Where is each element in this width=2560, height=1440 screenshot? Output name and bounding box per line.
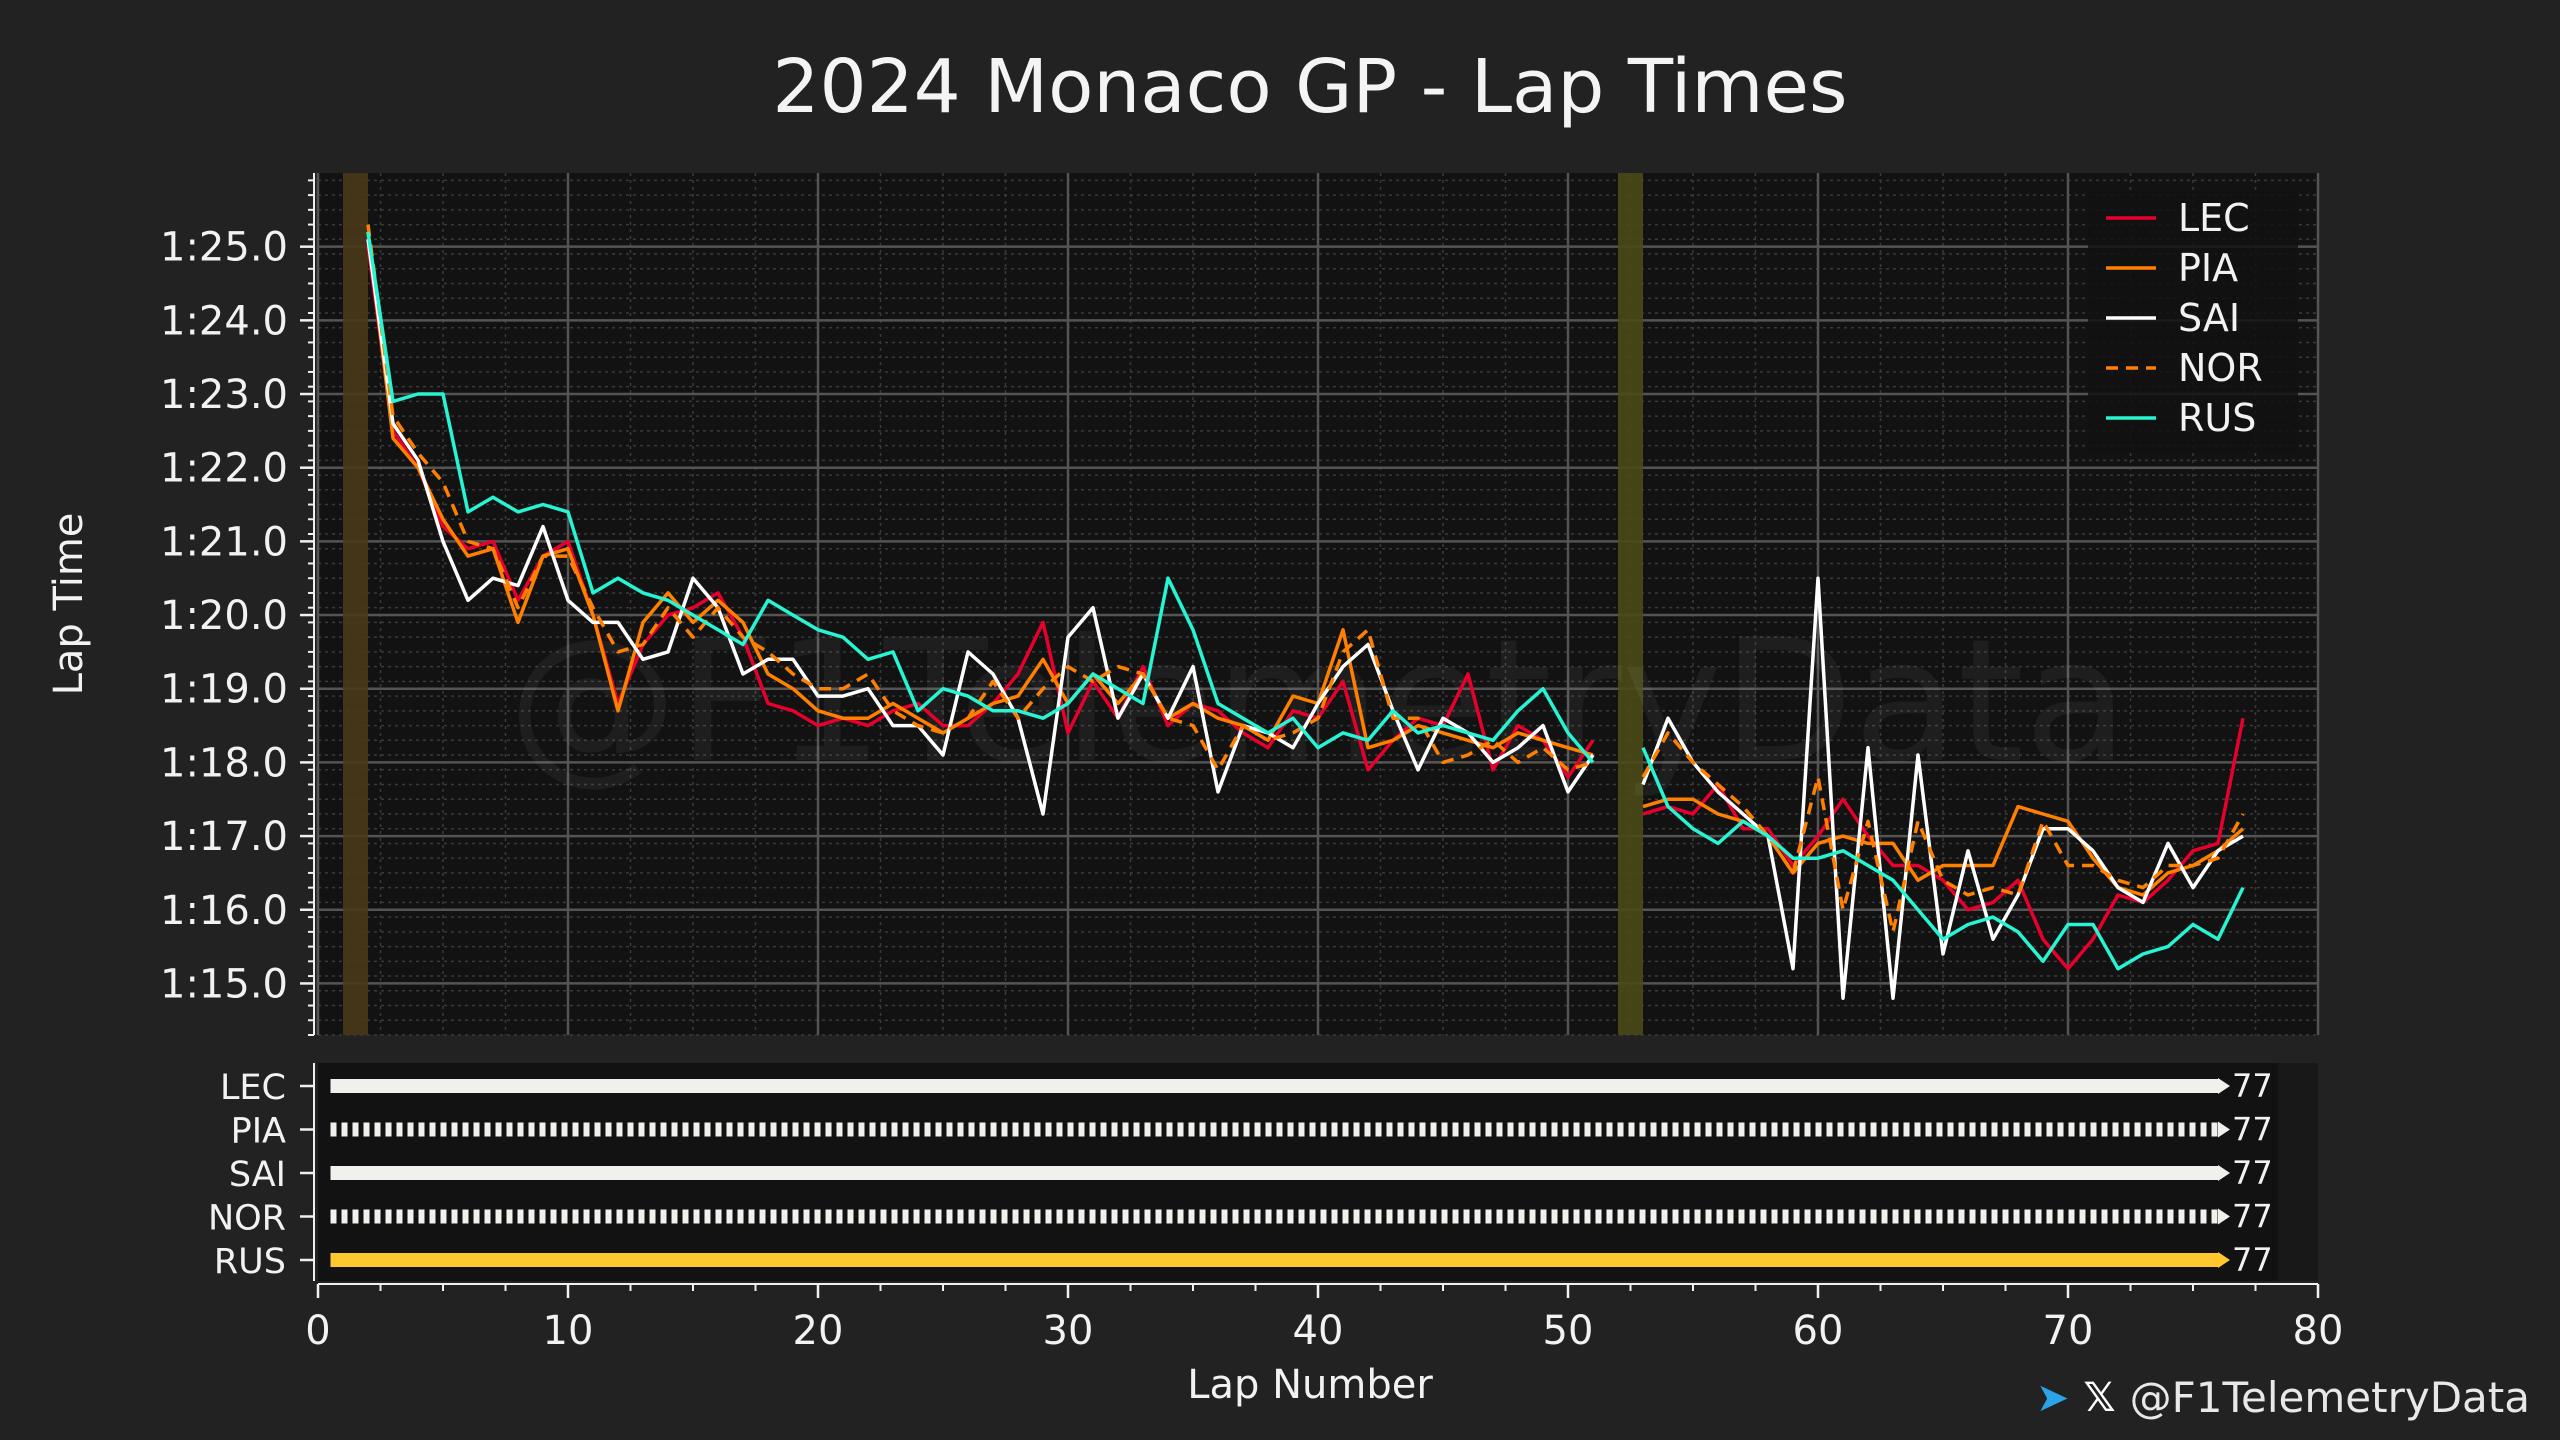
x-tick-label: 30 — [1043, 1308, 1094, 1354]
y-tick-label: 1:19.0 — [160, 667, 288, 713]
shaded-laps — [343, 173, 1643, 1035]
legend-label-rus: RUS — [2178, 396, 2256, 440]
series-line-rus — [366, 231, 2245, 971]
y-tick-label: 1:25.0 — [160, 225, 288, 271]
tyre-strip-edge — [2278, 1063, 2318, 1281]
y-axis-title: Lap Time — [46, 513, 92, 696]
shaded-lap-band — [1618, 173, 1643, 1035]
y-axis: 1:15.0 1:16.0 1:17.0 1:18.0 1:19.0 1:20.0 1:21… — [160, 173, 315, 1036]
series-lines — [366, 224, 2245, 1000]
minor-grid — [317, 173, 2319, 1036]
y-tick-label: 1:20.0 — [160, 593, 288, 639]
tyre-stint-end — [2218, 1165, 2230, 1181]
tyre-driver-label: LEC — [220, 1068, 286, 1108]
y-tick-label: 1:21.0 — [160, 519, 288, 565]
legend-label-nor: NOR — [2178, 346, 2263, 390]
tyre-lap-count: 77 — [2232, 1198, 2273, 1236]
x-axis-title: Lap Number — [1187, 1362, 1433, 1408]
x-tick-label: 80 — [2293, 1308, 2344, 1354]
tyre-driver-label: RUS — [214, 1242, 286, 1282]
telegram-icon[interactable]: ➤ — [2035, 1374, 2070, 1421]
credit-handle: @F1TelemetryData — [2129, 1373, 2530, 1422]
x-tick-label: 60 — [1793, 1308, 1844, 1354]
x-axis: 0 10 20 30 40 50 60 70 80 — [305, 1283, 2344, 1354]
x-tick-label: 0 — [305, 1308, 330, 1354]
y-tick-label: 1:23.0 — [160, 372, 288, 418]
x-tick-label: 40 — [1293, 1308, 1344, 1354]
legend: LEC PIA SAI NOR RUS — [2088, 190, 2298, 452]
tyre-strip: LEC 77 PIA 77 SAI 77 NOR 77 RUS 77 — [208, 1063, 2318, 1282]
tyre-driver-label: SAI — [229, 1155, 286, 1195]
y-tick-label: 1:16.0 — [160, 888, 288, 934]
tyre-lap-count: 77 — [2232, 1241, 2273, 1279]
x-tick-label: 70 — [2043, 1308, 2094, 1354]
legend-label-pia: PIA — [2178, 246, 2238, 290]
y-tick-label: 1:15.0 — [160, 961, 288, 1007]
tyre-stint-end — [2218, 1121, 2230, 1138]
y-tick-label: 1:18.0 — [160, 740, 288, 786]
credit: ➤ 𝕏 @F1TelemetryData — [2036, 1373, 2530, 1422]
tyre-stint-end — [2218, 1078, 2230, 1094]
legend-box — [2088, 190, 2298, 452]
tyre-driver-label: PIA — [231, 1112, 286, 1152]
tyre-lap-count: 77 — [2232, 1154, 2273, 1192]
series-line-nor — [366, 224, 2245, 934]
x-tick-label: 20 — [793, 1308, 844, 1354]
y-tick-label: 1:24.0 — [160, 298, 288, 344]
x-logo-icon[interactable]: 𝕏 — [2083, 1374, 2116, 1421]
x-tick-label: 50 — [1543, 1308, 1594, 1354]
tyre-stint-end — [2218, 1208, 2230, 1225]
tyre-lap-count: 77 — [2232, 1111, 2273, 1149]
chart-title: 2024 Monaco GP - Lap Times — [772, 44, 1847, 130]
y-tick-label: 1:22.0 — [160, 446, 288, 492]
y-tick-label: 1:17.0 — [160, 814, 288, 860]
shaded-lap-band — [343, 173, 368, 1035]
legend-label-lec: LEC — [2178, 196, 2250, 240]
x-tick-label: 10 — [543, 1308, 594, 1354]
major-grid — [316, 173, 2320, 1035]
tyre-driver-label: NOR — [208, 1199, 286, 1239]
tyre-lap-count: 77 — [2232, 1067, 2273, 1105]
legend-label-sai: SAI — [2178, 296, 2240, 340]
tyre-stint-end — [2218, 1252, 2230, 1268]
